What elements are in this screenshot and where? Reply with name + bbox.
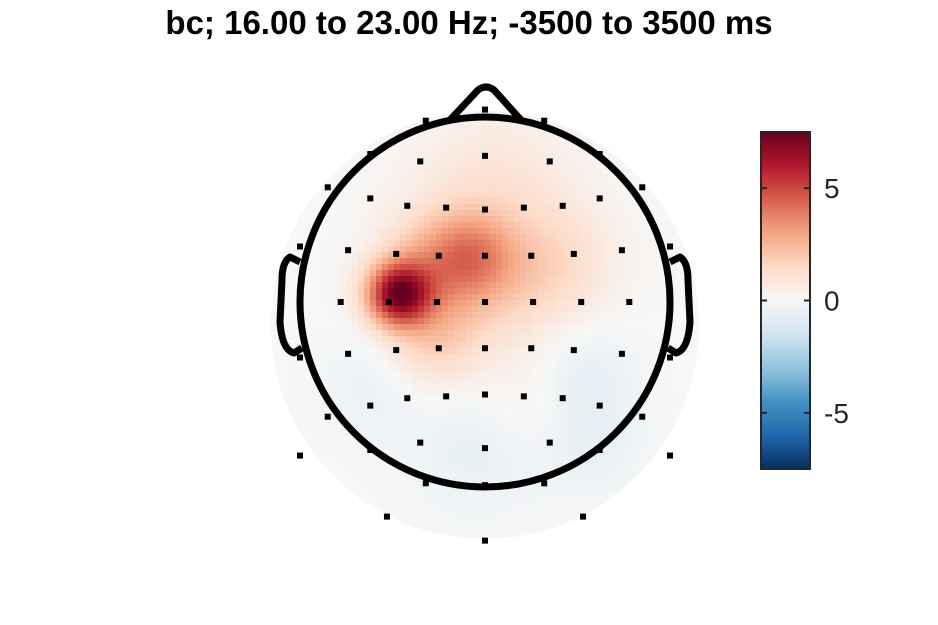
electrode-53 [417, 439, 424, 446]
electrode-42 [667, 354, 673, 361]
electrode-16 [596, 195, 603, 202]
colorbar-tick-label: -5 [824, 398, 849, 429]
electrode-45 [404, 395, 411, 402]
electrode-49 [559, 395, 566, 402]
electrode-44 [367, 402, 374, 409]
colorbar-tick-label: 0 [824, 286, 840, 317]
electrode-63 [482, 537, 488, 544]
electrode-35 [345, 350, 352, 357]
electrode-52 [367, 447, 374, 453]
electrode-1 [422, 117, 429, 124]
electrode-33 [626, 299, 633, 305]
electrode-29 [433, 299, 440, 305]
electrode-markers [297, 106, 673, 544]
electrode-11 [404, 202, 411, 209]
electrode-22 [482, 252, 488, 259]
electrode-6 [482, 152, 488, 159]
electrode-19 [345, 247, 352, 254]
electrode-41 [618, 350, 625, 357]
electrode-38 [482, 345, 488, 352]
electrode-15 [559, 202, 566, 209]
electrode-37 [435, 345, 442, 352]
electrode-27 [337, 299, 344, 305]
electrode-12 [443, 204, 450, 211]
electrode-3 [541, 117, 548, 124]
electrode-59 [482, 482, 488, 489]
electrode-60 [541, 480, 548, 487]
electrode-31 [530, 299, 537, 305]
electrode-43 [324, 413, 331, 420]
electrode-51 [639, 413, 646, 420]
electrode-23 [528, 252, 535, 259]
colorbar-gradient [760, 131, 811, 470]
right-ear [666, 253, 694, 357]
chart-title: bc; 16.00 to 23.00 Hz; -3500 to 3500 ms [165, 4, 773, 41]
electrode-32 [578, 299, 585, 305]
electrode-40 [570, 347, 577, 354]
electrode-36 [393, 347, 400, 354]
electrode-5 [417, 158, 424, 165]
colorbar: 5 0 -5 [760, 131, 849, 470]
electrode-10 [367, 195, 374, 202]
electrode-61 [667, 452, 673, 459]
electrode-17 [639, 184, 646, 191]
electrode-2 [482, 106, 488, 113]
electrode-9 [324, 184, 331, 191]
electrode-50 [596, 402, 603, 409]
electrode-39 [528, 345, 535, 352]
electrode-25 [618, 247, 625, 254]
electrode-8 [596, 151, 603, 157]
electrode-21 [435, 252, 442, 259]
electrode-26 [667, 243, 673, 250]
electrode-13 [482, 206, 488, 213]
electrode-57 [297, 452, 303, 459]
nose [447, 83, 524, 123]
electrode-20 [393, 250, 400, 257]
electrode-48 [520, 393, 527, 400]
electrode-28 [385, 299, 392, 305]
electrode-4 [367, 151, 374, 157]
electrode-47 [482, 391, 488, 398]
electrode-54 [482, 445, 488, 452]
electrode-30 [482, 299, 488, 305]
electrode-55 [546, 439, 553, 446]
interpolated-heatmap [271, 111, 699, 539]
electrode-56 [596, 447, 603, 453]
colorbar-tick-label: 5 [824, 173, 840, 204]
electrode-62 [383, 513, 390, 520]
electrode-58 [422, 480, 429, 487]
electrode-46 [443, 393, 450, 400]
electrode-34 [297, 354, 303, 361]
electrode-18 [297, 243, 303, 250]
electrode-14 [520, 204, 527, 211]
left-ear [276, 253, 304, 357]
electrode-7 [546, 158, 553, 165]
electrode-24 [570, 250, 577, 257]
electrode-64 [580, 513, 587, 520]
